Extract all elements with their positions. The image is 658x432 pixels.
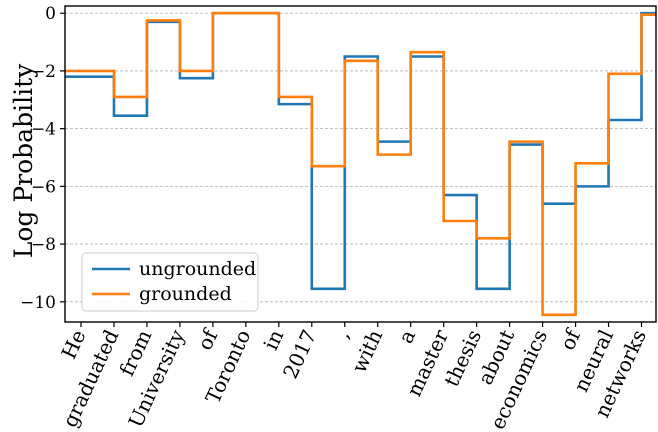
legend-label-grounded: grounded	[139, 283, 232, 305]
x-tick-label: in	[258, 326, 288, 354]
x-tick-label: ,	[330, 326, 354, 342]
legend: ungrounded grounded	[81, 252, 259, 312]
x-tick-label: of	[192, 325, 223, 354]
series-line-grounded	[65, 11, 656, 317]
x-tick-label: a	[393, 326, 420, 347]
y-tick-label: −8	[31, 235, 56, 255]
grid-lines	[65, 12, 656, 303]
series-lines	[65, 11, 656, 317]
legend-label-ungrounded: ungrounded	[139, 258, 256, 280]
y-axis-label: Log Probability	[9, 63, 38, 258]
x-tick-label: He	[56, 326, 90, 363]
x-tick-label: of	[555, 325, 586, 354]
series-line-ungrounded	[65, 11, 656, 291]
y-tick-label: −2	[31, 62, 56, 82]
plot-frame	[64, 5, 657, 323]
x-tick-label: with	[347, 326, 388, 377]
legend-box	[81, 252, 259, 312]
y-axis-ticks: 0 −2 −4 −6 −8 −10	[20, 4, 65, 313]
y-tick-label: −6	[31, 177, 56, 197]
y-tick-label: −10	[20, 293, 56, 313]
y-tick-label: −4	[31, 120, 56, 140]
y-tick-label: 0	[45, 4, 56, 24]
